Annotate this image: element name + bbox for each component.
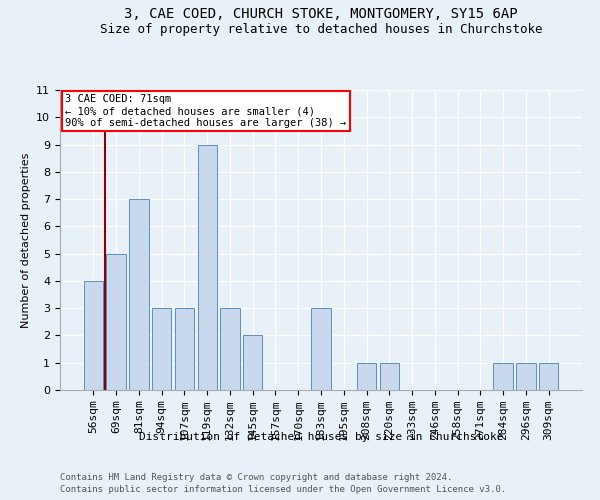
Bar	[106, 254, 126, 390]
Text: 3, CAE COED, CHURCH STOKE, MONTGOMERY, SY15 6AP: 3, CAE COED, CHURCH STOKE, MONTGOMERY, S…	[124, 8, 518, 22]
Bar	[380, 362, 399, 390]
Text: Contains public sector information licensed under the Open Government Licence v3: Contains public sector information licen…	[60, 485, 506, 494]
Y-axis label: Number of detached properties: Number of detached properties	[21, 152, 31, 328]
Bar	[357, 362, 376, 390]
Text: 3 CAE COED: 71sqm
← 10% of detached houses are smaller (4)
90% of semi-detached : 3 CAE COED: 71sqm ← 10% of detached hous…	[65, 94, 346, 128]
Bar	[152, 308, 172, 390]
Bar	[197, 144, 217, 390]
Bar	[220, 308, 239, 390]
Text: Size of property relative to detached houses in Churchstoke: Size of property relative to detached ho…	[100, 22, 542, 36]
Bar	[493, 362, 513, 390]
Bar	[539, 362, 558, 390]
Text: Distribution of detached houses by size in Churchstoke: Distribution of detached houses by size …	[139, 432, 503, 442]
Bar	[516, 362, 536, 390]
Text: Contains HM Land Registry data © Crown copyright and database right 2024.: Contains HM Land Registry data © Crown c…	[60, 472, 452, 482]
Bar	[129, 199, 149, 390]
Bar	[311, 308, 331, 390]
Bar	[175, 308, 194, 390]
Bar	[243, 336, 262, 390]
Bar	[84, 281, 103, 390]
